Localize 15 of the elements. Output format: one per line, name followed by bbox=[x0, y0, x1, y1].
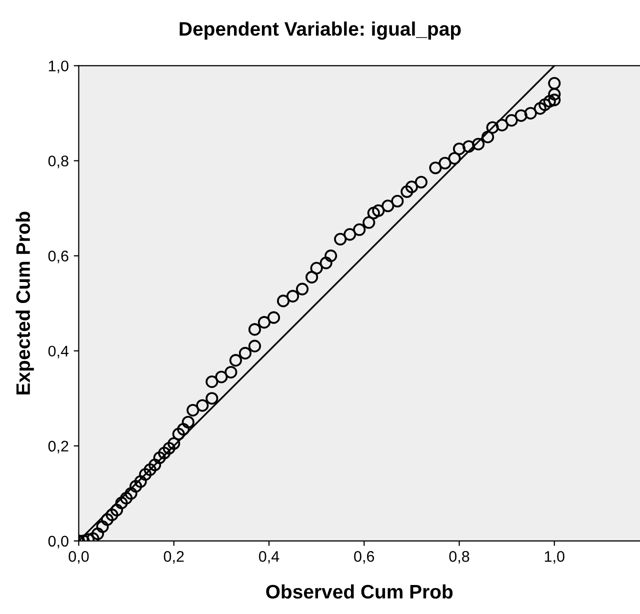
x-tick-label: 0,0 bbox=[68, 551, 89, 564]
x-tick-label: 0,8 bbox=[449, 551, 470, 564]
x-tick-label: 0,2 bbox=[164, 551, 184, 564]
y-tick-label: 0,8 bbox=[48, 156, 68, 168]
y-tick-label: 0,6 bbox=[48, 250, 68, 264]
x-tick-label: 1,0 bbox=[544, 551, 564, 564]
y-tick-label: 0,0 bbox=[48, 536, 68, 548]
y-tick-label: 0,4 bbox=[48, 346, 69, 358]
x-tick-label: 0,6 bbox=[354, 551, 374, 564]
y-tick-label: 1,0 bbox=[48, 60, 68, 74]
y-axis-title: Expected Cum Prob bbox=[16, 212, 34, 394]
x-tick-label: 0,4 bbox=[258, 551, 280, 564]
chart-title: Dependent Variable: igual_pap bbox=[180, 21, 461, 40]
y-tick-label: 0,2 bbox=[48, 440, 68, 454]
x-axis-title: Observed Cum Prob bbox=[266, 584, 453, 599]
